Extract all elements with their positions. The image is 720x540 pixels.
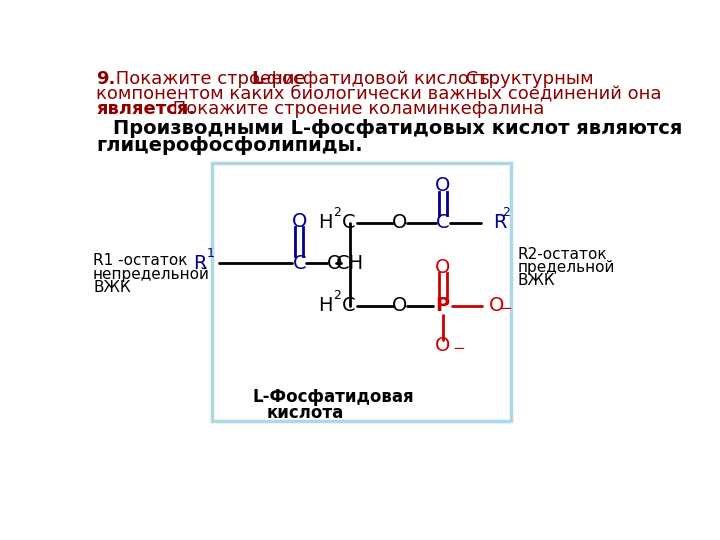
- Text: H: H: [318, 296, 333, 315]
- Text: −: −: [499, 301, 512, 316]
- Text: глицерофосфолипиды.: глицерофосфолипиды.: [96, 136, 363, 154]
- Text: −: −: [453, 341, 465, 356]
- Text: R1 -остаток: R1 -остаток: [93, 253, 188, 268]
- Text: компонентом каких биологически важных соединений она: компонентом каких биологически важных со…: [96, 85, 662, 103]
- Text: C: C: [342, 213, 356, 232]
- Text: O: O: [435, 258, 450, 277]
- Text: кислота: кислота: [266, 403, 344, 422]
- Text: непредельной: непредельной: [93, 267, 210, 281]
- Text: L-Фосфатидовая: L-Фосфатидовая: [253, 388, 415, 406]
- Text: CH: CH: [336, 254, 364, 273]
- Text: O: O: [435, 336, 450, 355]
- Text: H: H: [318, 213, 333, 232]
- Text: ВЖК: ВЖК: [518, 273, 555, 288]
- Text: 1: 1: [207, 247, 215, 260]
- Text: R2-остаток: R2-остаток: [518, 247, 608, 262]
- Text: Покажите строение коламинкефалина: Покажите строение коламинкефалина: [167, 100, 544, 118]
- Text: 2: 2: [333, 289, 341, 302]
- Text: O: O: [489, 296, 505, 315]
- Text: O: O: [292, 212, 307, 231]
- Text: Покажите строение: Покажите строение: [110, 70, 312, 88]
- Text: предельной: предельной: [518, 260, 615, 275]
- Text: C: C: [292, 254, 306, 273]
- Text: Структурным: Структурным: [459, 70, 593, 88]
- Text: 2: 2: [333, 206, 341, 219]
- Text: является.: является.: [96, 100, 195, 118]
- FancyBboxPatch shape: [212, 164, 510, 421]
- Text: 2: 2: [503, 206, 510, 219]
- Text: O: O: [435, 176, 450, 195]
- Text: O: O: [392, 296, 408, 315]
- Text: C: C: [436, 213, 449, 232]
- Text: O: O: [326, 254, 342, 273]
- Text: Производными L-фосфатидовых кислот являются: Производными L-фосфатидовых кислот являю…: [113, 119, 683, 138]
- Text: O: O: [392, 213, 408, 232]
- Text: -фосфатидовой кислоты.: -фосфатидовой кислоты.: [260, 70, 499, 88]
- Text: L: L: [251, 70, 263, 88]
- Text: R: R: [493, 213, 506, 232]
- Text: C: C: [342, 296, 356, 315]
- Text: R: R: [193, 254, 206, 273]
- Text: P: P: [436, 296, 450, 315]
- Text: ВЖК: ВЖК: [93, 280, 131, 295]
- Text: 9.: 9.: [96, 70, 116, 88]
